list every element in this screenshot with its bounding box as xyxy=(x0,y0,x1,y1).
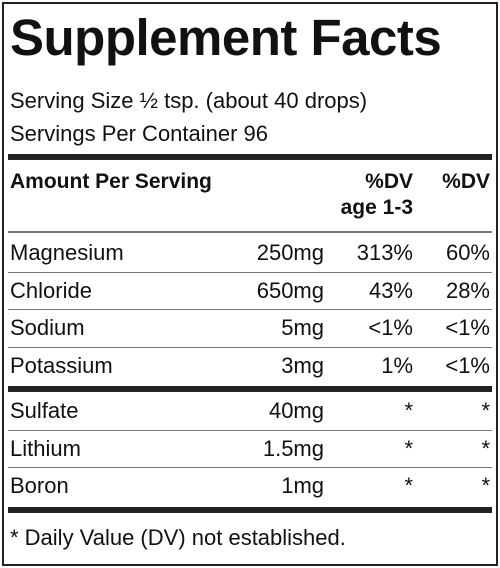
dv: * xyxy=(481,435,490,461)
header-dv-child-age: age 1-3 xyxy=(340,196,413,219)
nutrient-name: Sodium xyxy=(10,315,85,340)
amount: 5mg xyxy=(281,315,324,340)
nutrient-name: Potassium xyxy=(10,352,113,378)
nutrient-name: Sulfate xyxy=(10,398,79,423)
header-dv: %DV xyxy=(442,170,490,193)
dv: * xyxy=(481,473,490,498)
serving-size: Serving Size ½ tsp. (about 40 drops) xyxy=(10,88,368,113)
dv-child: 43% xyxy=(368,277,413,303)
row-rule xyxy=(8,309,492,310)
header-amount: Amount Per Serving xyxy=(10,170,212,193)
thick-rule xyxy=(8,154,492,160)
row-rule xyxy=(8,467,492,468)
dv: <1% xyxy=(445,315,490,340)
dv: 60% xyxy=(445,240,490,265)
amount: 3mg xyxy=(281,352,324,378)
dv-child: * xyxy=(404,435,413,461)
dv: * xyxy=(481,398,490,423)
row-rule xyxy=(8,271,492,273)
thick-rule xyxy=(8,386,492,392)
title: Supplement Facts xyxy=(10,9,442,66)
dv-child: 313% xyxy=(356,240,413,265)
nutrient-name: Chloride xyxy=(10,277,92,303)
dv-child: 1% xyxy=(381,352,413,378)
dv: 28% xyxy=(445,277,490,303)
row-rule xyxy=(8,346,492,348)
thick-rule xyxy=(8,506,492,513)
dv: <1% xyxy=(445,352,490,378)
amount: 40mg xyxy=(268,398,324,423)
dv-child: * xyxy=(404,473,413,498)
header-dv-child: %DV xyxy=(365,170,413,193)
amount: 1.5mg xyxy=(262,435,324,461)
amount: 650mg xyxy=(256,277,324,303)
row-rule xyxy=(8,429,492,431)
amount: 1mg xyxy=(281,473,324,498)
nutrient-name: Boron xyxy=(10,473,69,498)
amount: 250mg xyxy=(256,240,324,265)
dv-child: * xyxy=(404,398,413,423)
footnote: * Daily Value (DV) not established. xyxy=(10,524,346,550)
nutrient-name: Lithium xyxy=(10,435,81,461)
nutrient-name: Magnesium xyxy=(10,240,124,265)
servings-per-container: Servings Per Container 96 xyxy=(10,121,269,146)
rule xyxy=(8,231,492,233)
dv-child: <1% xyxy=(368,315,413,340)
